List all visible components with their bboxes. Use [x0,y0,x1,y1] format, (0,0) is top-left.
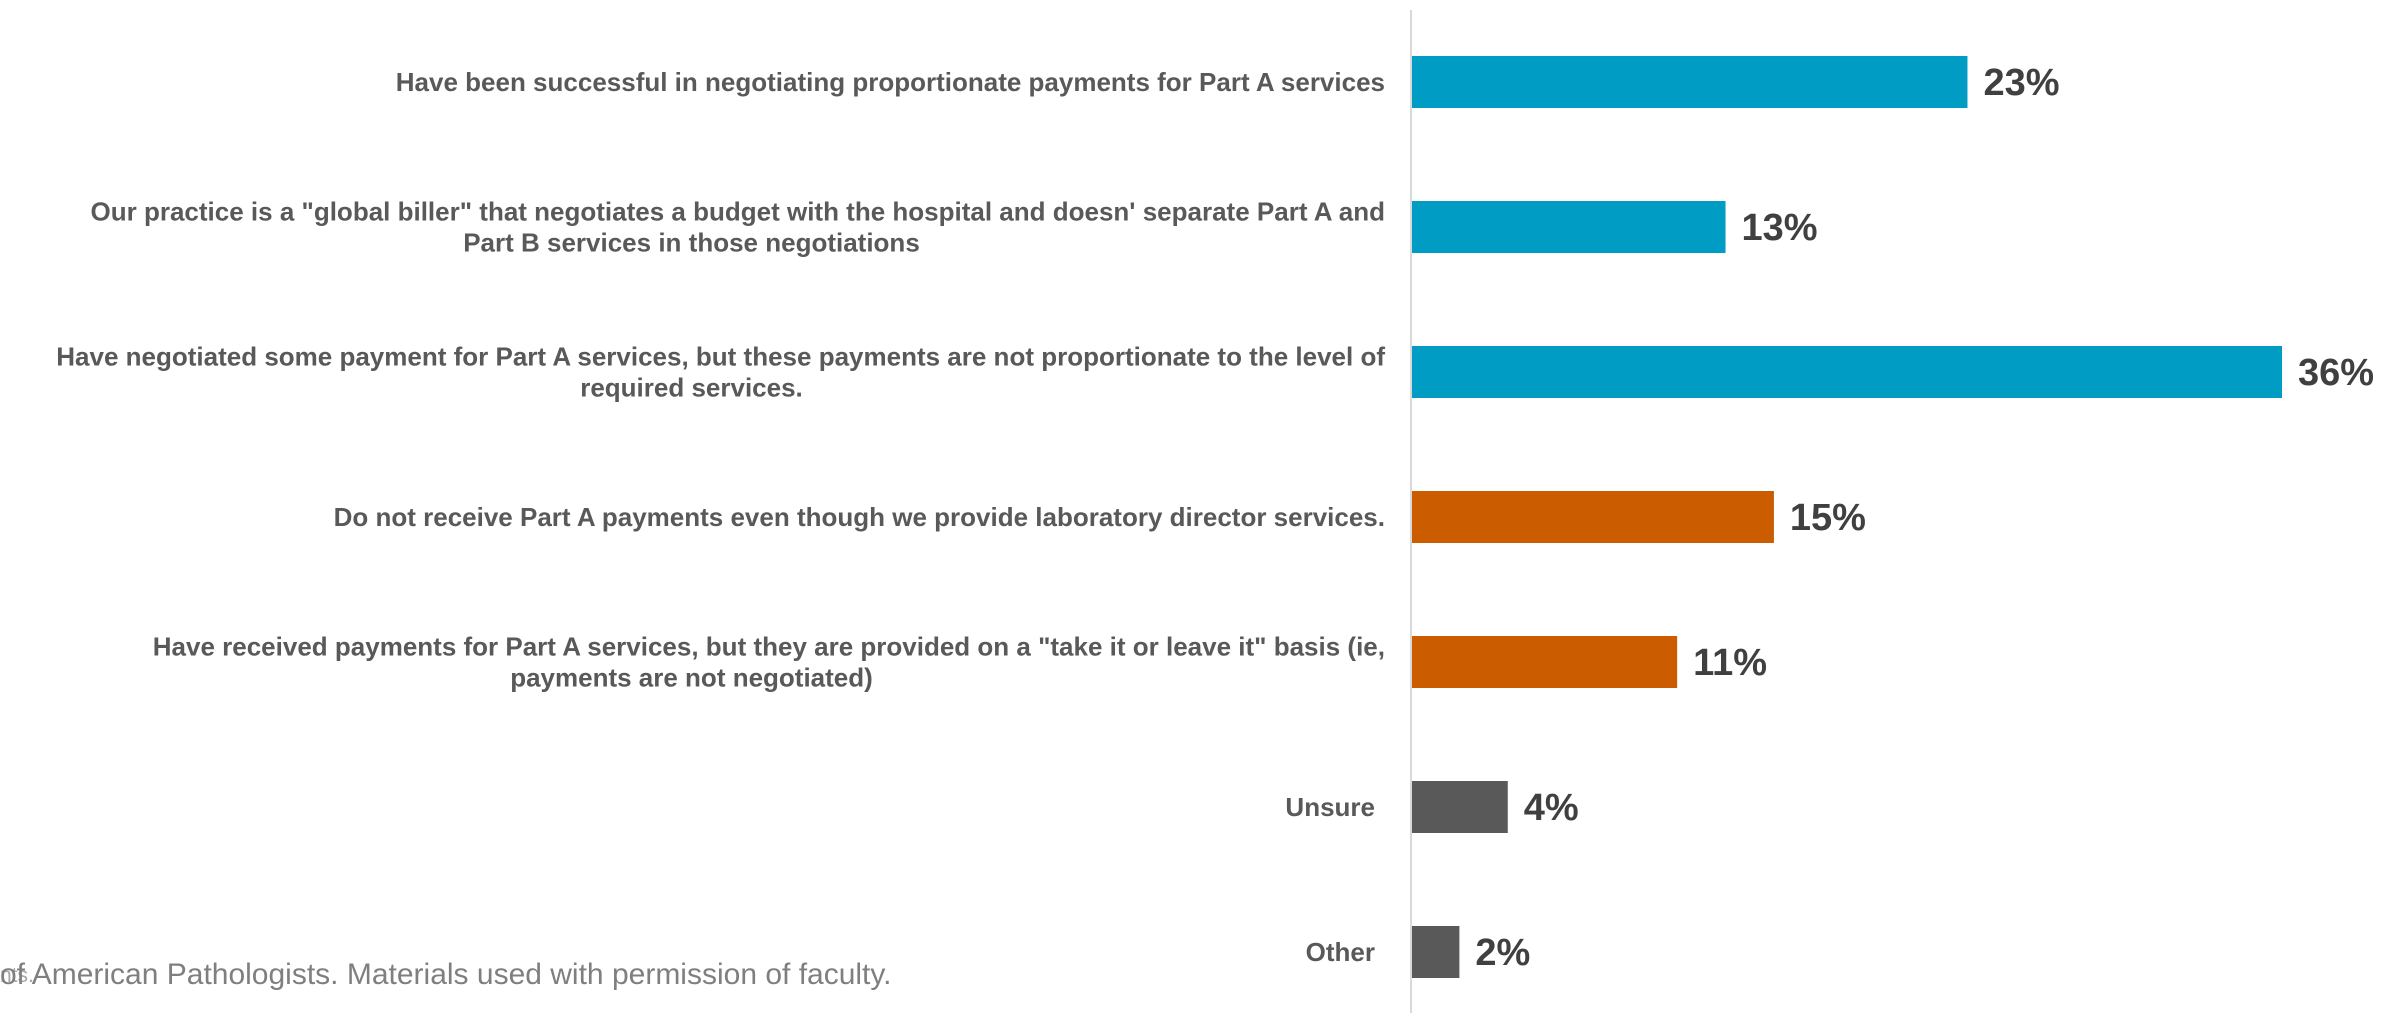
bar-5 [1411,781,1508,833]
footer-ghost-text: nts. [0,964,34,987]
category-label-4-line-1: payments are not negotiated) [510,663,873,693]
data-label-2: 36% [2298,352,2374,394]
category-labels-layer: Have been successful in negotiating prop… [56,67,1385,967]
category-label-1-line-0: Our practice is a "global biller" that n… [91,197,1385,227]
data-label-3: 15% [1790,497,1866,539]
data-label-6: 2% [1475,932,1530,974]
footer-text: of American Pathologists. Materials used… [0,958,892,991]
category-label-3-line-0: Do not receive Part A payments even thou… [334,502,1385,532]
category-label-6-line-0: Other [1306,937,1375,967]
bar-0 [1411,56,1968,108]
category-label-2-line-1: required services. [580,373,803,403]
footer-source-note: nts. of American Pathologists. Materials… [0,955,1000,995]
data-label-0: 23% [1983,62,2059,104]
data-label-4: 11% [1693,642,1767,684]
bar-4 [1411,636,1678,688]
bar-1 [1411,201,1726,253]
bar-3 [1411,491,1774,543]
category-label-4-line-0: Have received payments for Part A servic… [153,632,1385,662]
category-label-1-line-1: Part B services in those negotiations [463,228,920,258]
category-label-2-line-0: Have negotiated some payment for Part A … [56,342,1385,372]
bar-2 [1411,346,2282,398]
category-label-0-line-0: Have been successful in negotiating prop… [396,67,1385,97]
bar-6 [1411,926,1460,978]
category-label-5-line-0: Unsure [1285,792,1375,822]
data-label-5: 4% [1524,787,1579,829]
value-labels-layer: 23% 13% 36% 15% 11% 4% 2% [1475,62,2374,974]
data-label-1: 13% [1742,207,1818,249]
bars-layer [1411,56,2282,978]
